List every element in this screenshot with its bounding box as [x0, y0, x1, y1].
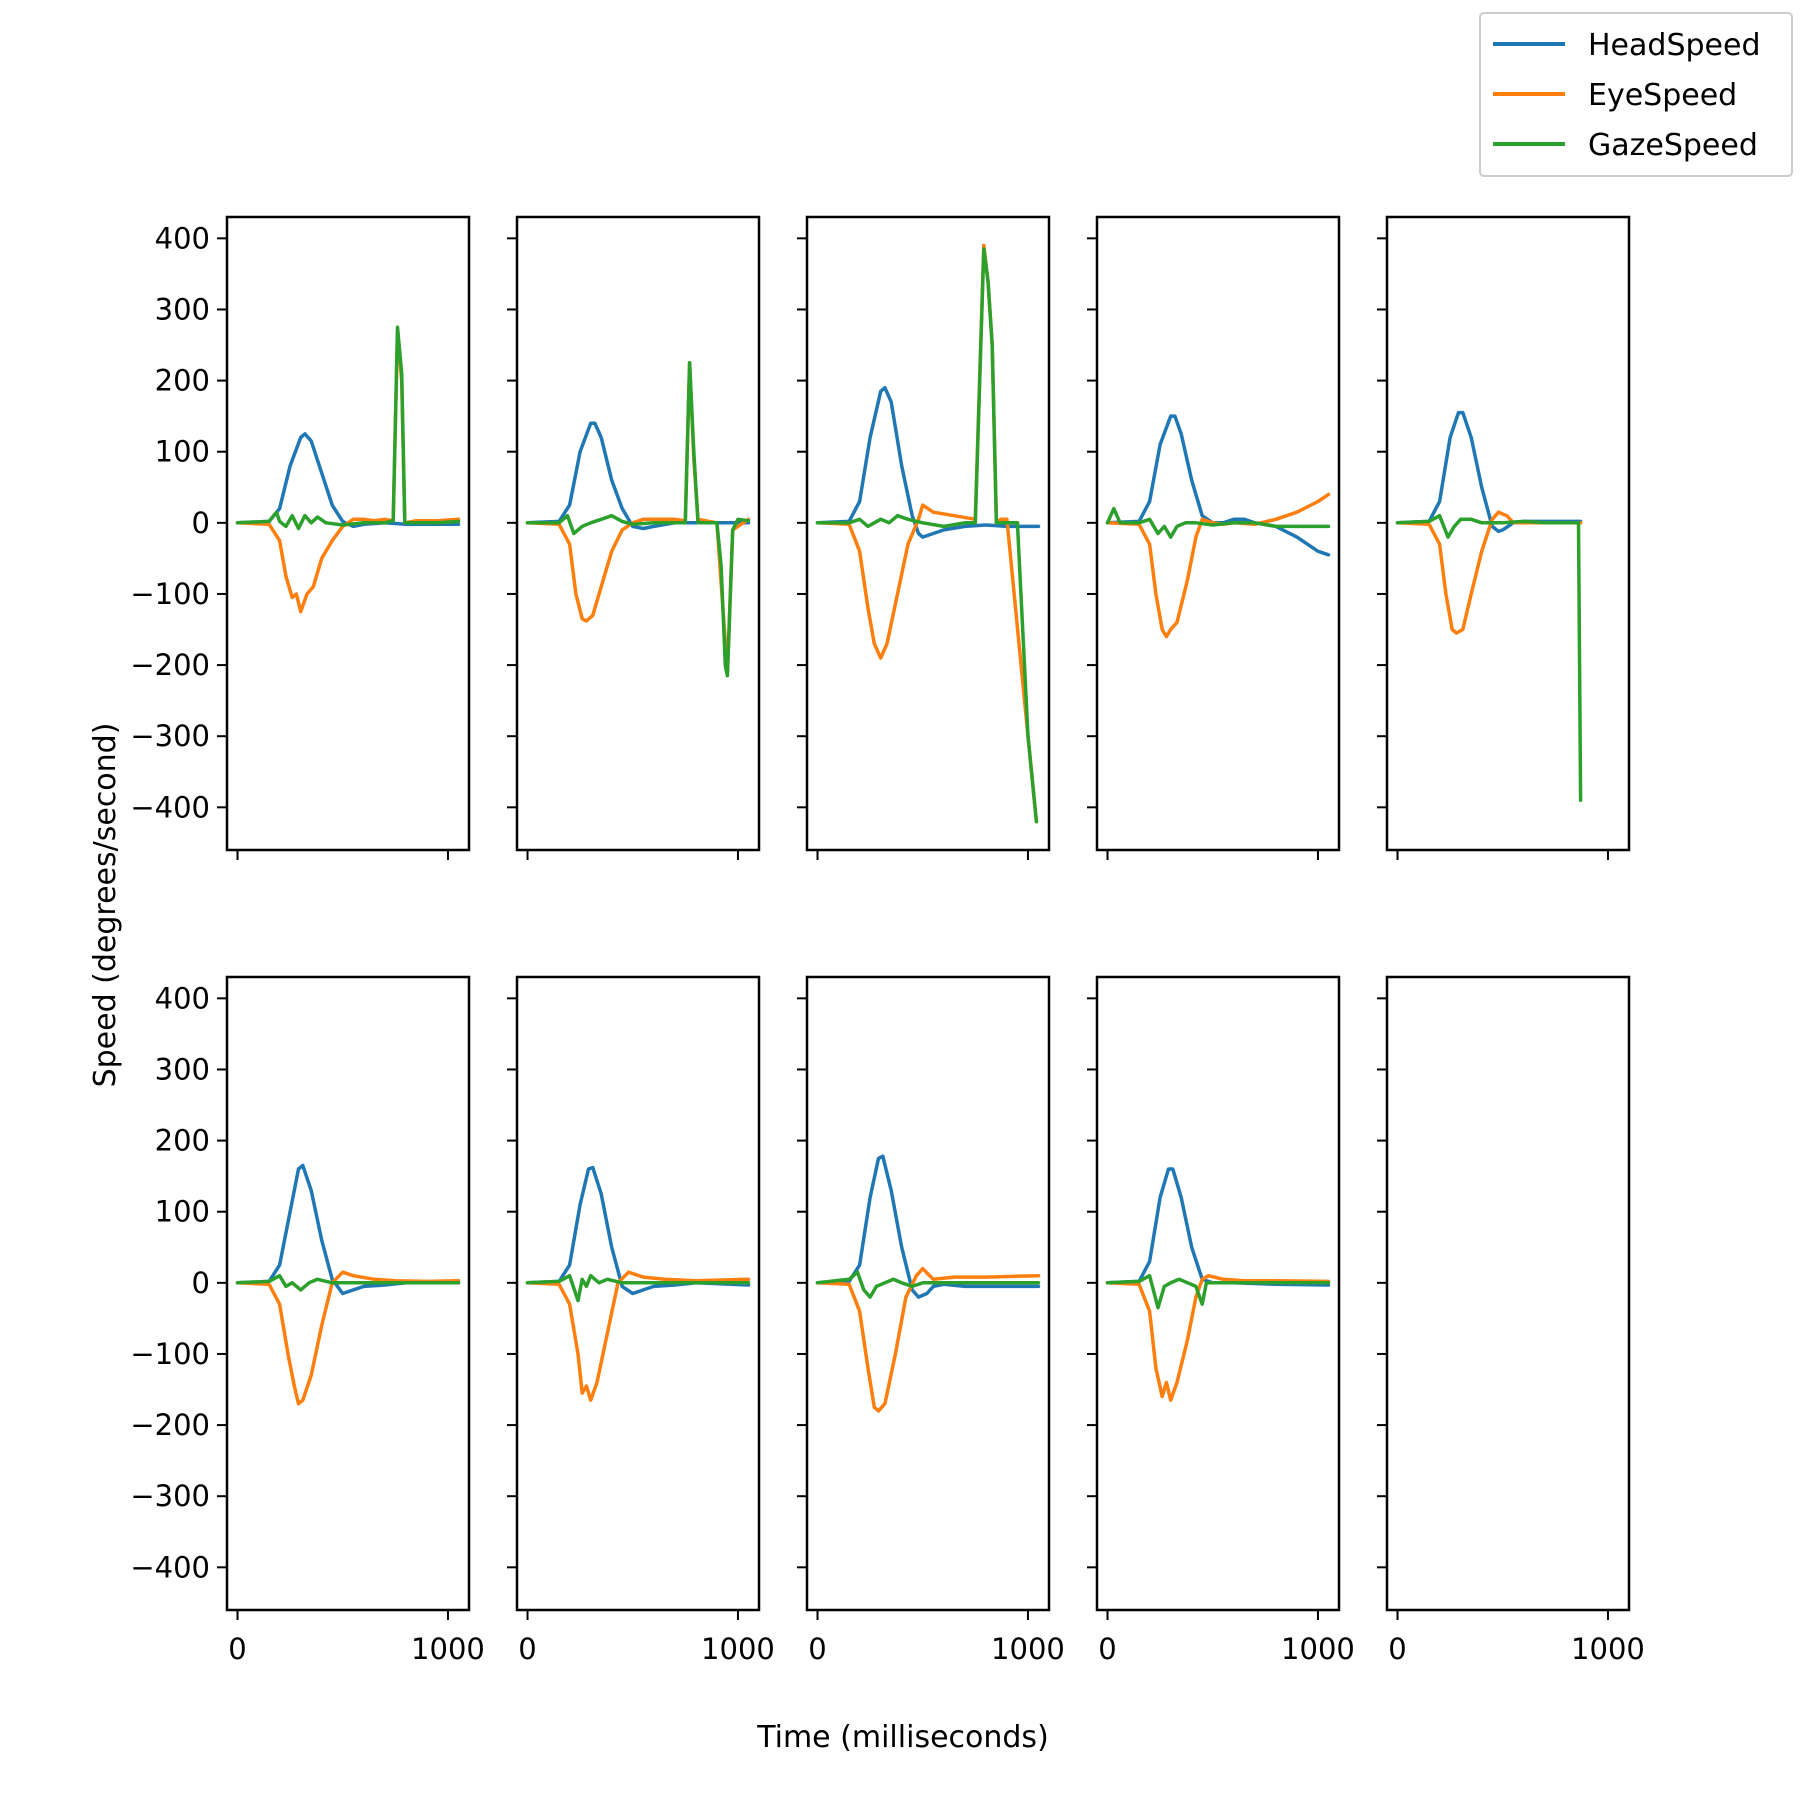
x-axis-title: Time (milliseconds): [756, 1720, 1049, 1755]
x-tick-label: 1000: [701, 1632, 775, 1666]
legend: HeadSpeed EyeSpeed GazeSpeed: [1479, 12, 1793, 177]
subplot-r2-c2: 0 1000: [507, 975, 775, 1666]
series-line-gazespeed: [1395, 513, 1583, 802]
series-line-headspeed: [815, 385, 1041, 539]
subplot-r1-c3: [797, 215, 1051, 860]
y-tick-label: −100: [130, 577, 210, 611]
y-tick-label: 200: [155, 364, 210, 398]
subplot-r1-c2: [507, 215, 761, 860]
legend-label-gazespeed: GazeSpeed: [1588, 128, 1758, 163]
panels-layer: 4003002001000−100−200−300−40040030020010…: [130, 215, 1645, 1666]
y-axis-title: Speed (degrees/second): [88, 723, 123, 1088]
x-tick-label: 1000: [1571, 1632, 1645, 1666]
series-line-gazespeed: [1105, 506, 1331, 539]
x-tick-label: 1000: [411, 1632, 485, 1666]
subplot-frame: [515, 975, 761, 1612]
subplot-frame: [805, 975, 1051, 1612]
subplot-r1-c4: [1087, 215, 1341, 860]
x-tick-label: 1000: [1281, 1632, 1355, 1666]
series-line-headspeed: [235, 432, 461, 529]
y-tick-label: 300: [155, 292, 210, 326]
subplot-r1-c1: 400 300 200 100 0 −100 −200 −300 −400: [130, 215, 471, 860]
series-line-headspeed: [815, 1154, 1041, 1299]
series-line-gazespeed: [235, 325, 461, 531]
legend-label-headspeed: HeadSpeed: [1588, 28, 1761, 63]
x-tick-label: 0: [1388, 1632, 1406, 1666]
y-tick-label: −100: [130, 1337, 210, 1371]
subplot-frame: [225, 215, 471, 852]
subplot-r2-c4: 0 1000: [1087, 975, 1355, 1666]
series-line-eyespeed: [235, 329, 461, 614]
x-tick-label: 0: [518, 1632, 536, 1666]
y-tick-label: −300: [130, 719, 210, 753]
series-line-headspeed: [235, 1163, 461, 1296]
subplot-frame: [1385, 975, 1631, 1612]
x-tick-label: 1000: [991, 1632, 1065, 1666]
series-line-eyespeed: [1105, 1273, 1331, 1402]
subplot-frame: [515, 215, 761, 852]
series-line-eyespeed: [815, 1266, 1041, 1413]
series-line-gazespeed: [1105, 1273, 1331, 1310]
y-tick-label: −400: [130, 1550, 210, 1584]
x-tick-label: 0: [228, 1632, 246, 1666]
y-tick-label: 400: [155, 981, 210, 1015]
subplot-r2-c5: 0 1000: [1377, 975, 1645, 1666]
x-tick-label: 0: [1098, 1632, 1116, 1666]
series-line-gazespeed: [815, 1270, 1041, 1299]
series-line-eyespeed: [1395, 510, 1583, 635]
legend-box: [1479, 12, 1793, 177]
series-line-gazespeed: [815, 247, 1039, 824]
legend-entries: HeadSpeed EyeSpeed GazeSpeed: [1493, 28, 1761, 163]
subplot-frame: [225, 975, 471, 1612]
x-tick-label: 0: [808, 1632, 826, 1666]
series-line-gazespeed: [525, 1273, 751, 1303]
subplot-frame: [1095, 215, 1341, 852]
y-tick-label: −200: [130, 648, 210, 682]
subplot-r1-c5: [1377, 215, 1631, 860]
series-line-eyespeed: [1105, 492, 1331, 639]
y-tick-label: 0: [192, 1266, 210, 1300]
subplot-frame: [805, 215, 1051, 852]
series-line-gazespeed: [525, 361, 751, 678]
y-tick-label: 400: [155, 221, 210, 255]
y-tick-label: −300: [130, 1479, 210, 1513]
subplot-frame: [1385, 215, 1631, 852]
series-line-headspeed: [525, 421, 751, 531]
subplot-frame: [1095, 975, 1341, 1612]
series-line-eyespeed: [235, 1270, 461, 1406]
series-line-eyespeed: [525, 1270, 751, 1402]
subplot-r2-c3: 0 1000: [797, 975, 1065, 1666]
series-line-gazespeed: [235, 1273, 461, 1292]
y-tick-label: −400: [130, 790, 210, 824]
y-tick-label: −200: [130, 1408, 210, 1442]
series-line-headspeed: [1105, 1167, 1331, 1287]
y-tick-label: 200: [155, 1124, 210, 1158]
series-line-headspeed: [1395, 410, 1583, 534]
series-line-headspeed: [1105, 414, 1331, 557]
y-tick-label: 0: [192, 506, 210, 540]
y-tick-label: 100: [155, 1195, 210, 1229]
series-line-eyespeed: [815, 243, 1039, 824]
legend-label-eyespeed: EyeSpeed: [1588, 78, 1737, 113]
y-tick-label: 100: [155, 435, 210, 469]
y-tick-label: 300: [155, 1052, 210, 1086]
series-line-headspeed: [525, 1165, 751, 1296]
